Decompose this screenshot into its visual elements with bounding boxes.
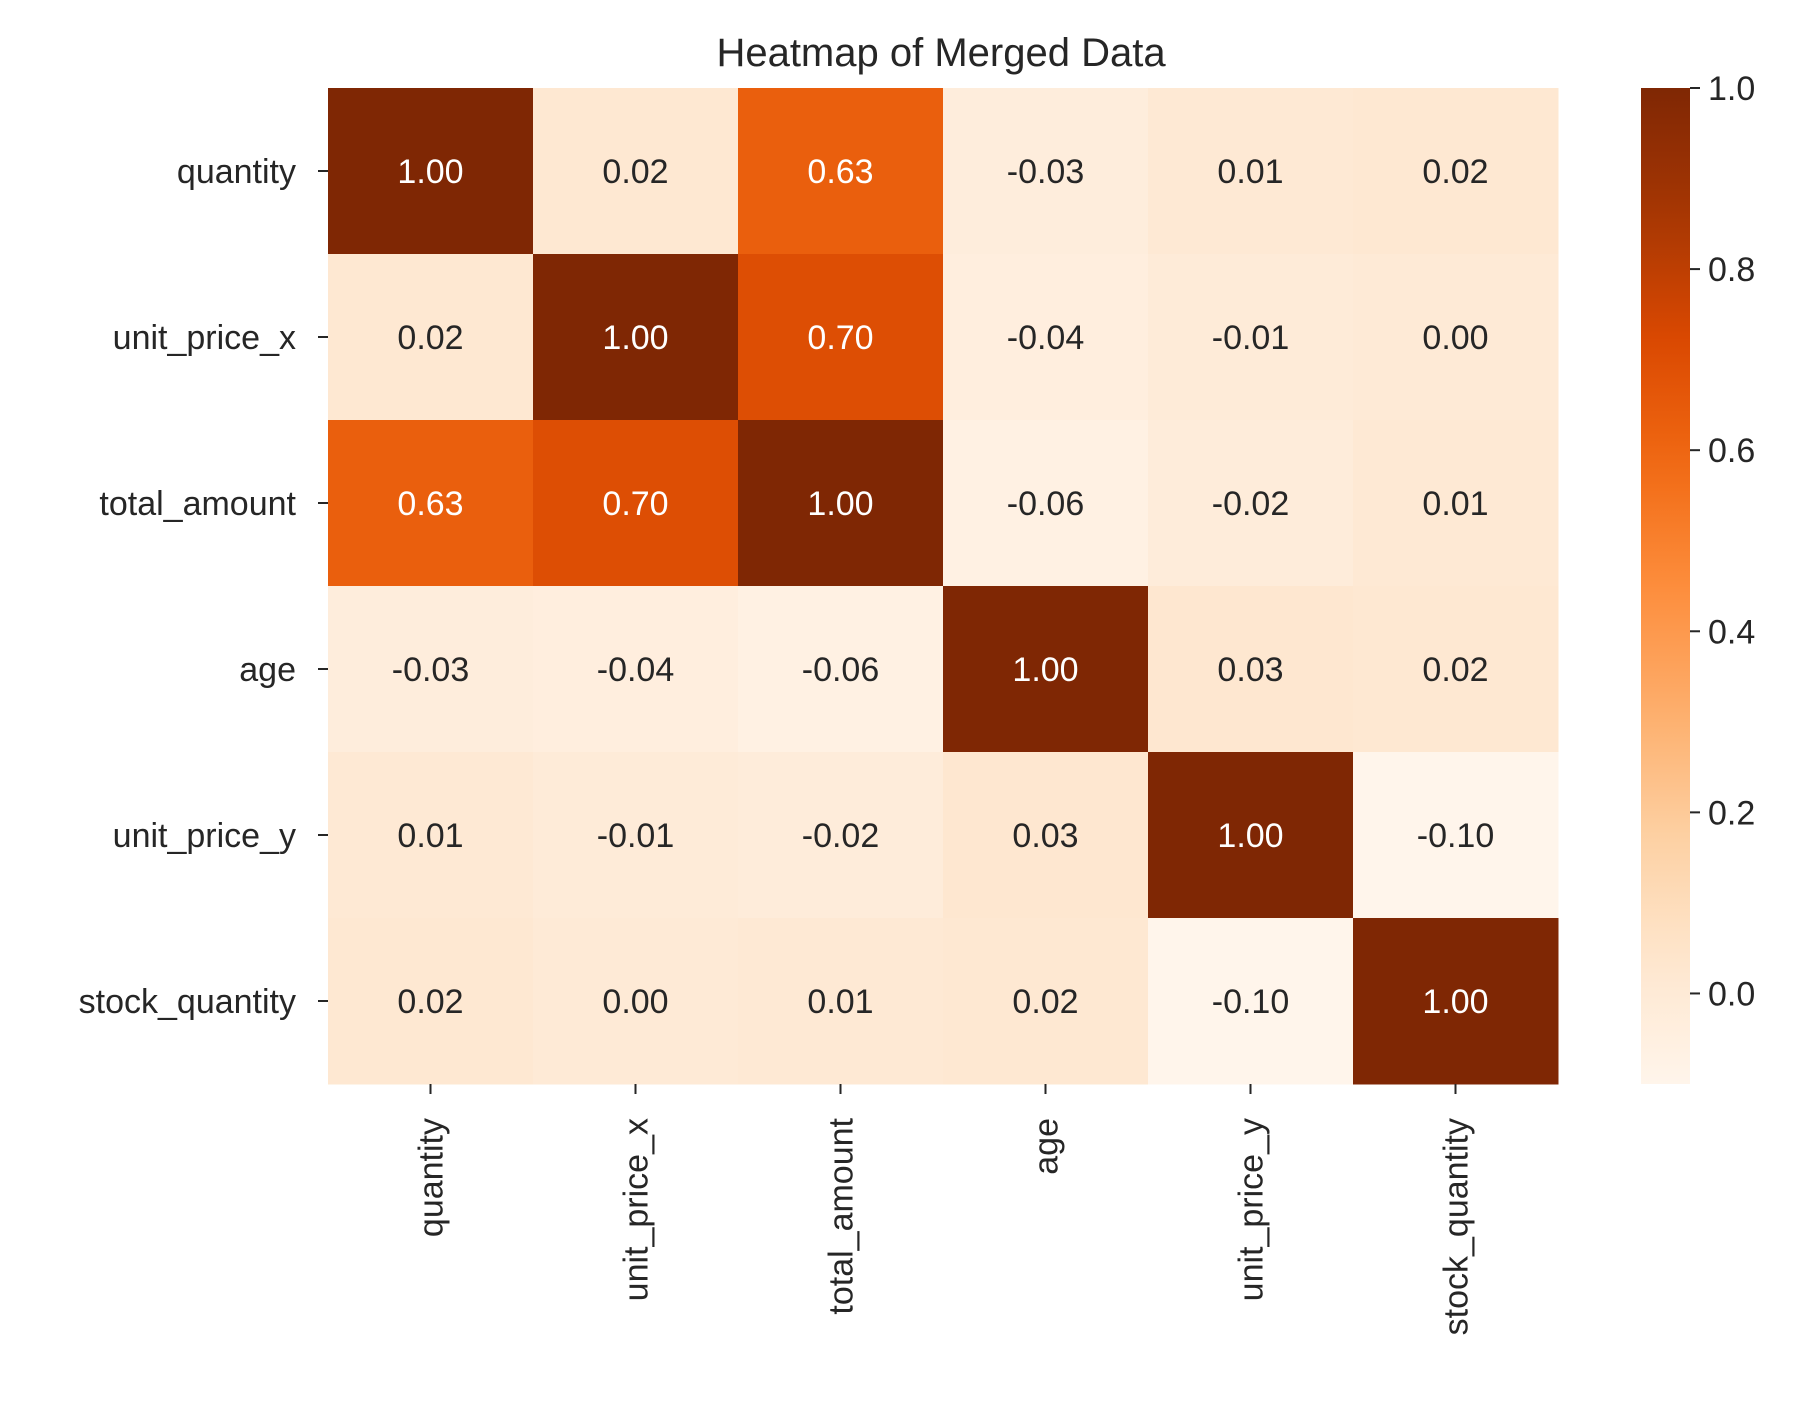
colorbar: 0.0 0.2 0.4 0.6 0.8 1.0 [1641, 70, 1755, 1084]
row-tick-label: quantity [177, 153, 296, 191]
cell-value-label: 1.00 [602, 319, 668, 357]
heatmap-cell [738, 88, 944, 255]
cell-value-label: 1.00 [1217, 817, 1283, 855]
heatmap-cell [328, 254, 534, 421]
row-tick-label: stock_quantity [79, 983, 296, 1021]
heatmap-cell [1148, 918, 1354, 1085]
cell-value-label: -0.10 [1417, 817, 1495, 855]
heatmap-cell [533, 88, 739, 255]
column-tick-label: unit_price_y [1233, 1118, 1271, 1301]
cell-value-label: 0.01 [1217, 153, 1283, 191]
cell-value-label: 0.00 [1422, 319, 1488, 357]
heatmap-cell [533, 752, 739, 919]
heatmap-cell [328, 586, 534, 753]
heatmap-cell [943, 752, 1149, 919]
colorbar-tick-label: 0.0 [1708, 975, 1755, 1013]
cell-value-label: -0.02 [1212, 485, 1290, 523]
cell-value-label: 0.00 [602, 983, 668, 1021]
cell-value-label: -0.02 [802, 817, 880, 855]
cell-value-label: 0.02 [602, 153, 668, 191]
cell-value-label: 0.01 [397, 817, 463, 855]
column-tick-label: stock_quantity [1438, 1118, 1476, 1335]
colorbar-gradient [1641, 88, 1690, 1084]
heatmap-cell [328, 88, 534, 255]
heatmap-cell [738, 254, 944, 421]
column-tick-label: total_amount [823, 1117, 861, 1314]
heatmap-cell [1353, 88, 1559, 255]
column-labels: quantity unit_price_x total_amount age unit_… [413, 1084, 1476, 1335]
cell-value-label: -0.10 [1212, 983, 1290, 1021]
column-tick-label: quantity [413, 1118, 451, 1237]
row-tick-label: total_amount [99, 485, 296, 523]
heatmap-cell-labels: 1.00 0.02 0.63 -0.03 0.01 0.02 0.02 1.00 0.70 -0.… [392, 153, 1495, 1021]
cell-value-label: 0.63 [807, 153, 873, 191]
cell-value-label: -0.01 [1212, 319, 1290, 357]
heatmap-cell [943, 586, 1149, 753]
colorbar-tick-label: 0.6 [1708, 432, 1755, 470]
cell-value-label: 1.00 [1422, 983, 1488, 1021]
heatmap-cell [943, 918, 1149, 1085]
cell-value-label: -0.01 [597, 817, 675, 855]
colorbar-tick-label: 0.4 [1708, 613, 1755, 651]
heatmap-cell [1148, 88, 1354, 255]
heatmap-cell [533, 586, 739, 753]
colorbar-tick-label: 0.2 [1708, 794, 1755, 832]
heatmap-cell [1148, 586, 1354, 753]
row-tick-label: unit_price_y [113, 817, 296, 855]
heatmap-cell [1353, 586, 1559, 753]
cell-value-label: 0.03 [1012, 817, 1078, 855]
cell-value-label: 0.70 [602, 485, 668, 523]
cell-value-label: 0.02 [397, 983, 463, 1021]
cell-value-label: -0.04 [1007, 319, 1085, 357]
heatmap-cell [738, 420, 944, 587]
cell-value-label: 0.02 [1422, 651, 1488, 689]
heatmap-cell [1353, 752, 1559, 919]
heatmap-cell [738, 752, 944, 919]
column-tick-label: age [1028, 1118, 1066, 1175]
heatmap-cell [943, 88, 1149, 255]
heatmap-cell [1353, 918, 1559, 1085]
cell-value-label: 0.03 [1217, 651, 1283, 689]
row-tick-label: unit_price_x [113, 319, 296, 357]
cell-value-label: 0.01 [807, 983, 873, 1021]
heatmap-cells [328, 88, 1559, 1085]
heatmap-cell [738, 586, 944, 753]
column-tick-label: unit_price_x [618, 1118, 656, 1301]
cell-value-label: 0.63 [397, 485, 463, 523]
cell-value-label: 0.02 [397, 319, 463, 357]
heatmap-cell [328, 420, 534, 587]
cell-value-label: -0.04 [597, 651, 675, 689]
heatmap-cell [1148, 254, 1354, 421]
colorbar-tick-label: 1.0 [1708, 70, 1755, 108]
chart-title: Heatmap of Merged Data [716, 31, 1166, 75]
heatmap-cell [328, 918, 534, 1085]
heatmap-cell [1353, 254, 1559, 421]
heatmap-cell [738, 918, 944, 1085]
row-tick-label: age [239, 651, 296, 689]
cell-value-label: 0.70 [807, 319, 873, 357]
cell-value-label: -0.06 [802, 651, 880, 689]
cell-value-label: -0.06 [1007, 485, 1085, 523]
cell-value-label: 0.02 [1422, 153, 1488, 191]
heatmap-cell [328, 752, 534, 919]
heatmap-cell [533, 918, 739, 1085]
heatmap-cell [533, 254, 739, 421]
cell-value-label: 1.00 [397, 153, 463, 191]
heatmap-cell [943, 420, 1149, 587]
colorbar-tick-label: 0.8 [1708, 251, 1755, 289]
cell-value-label: 0.01 [1422, 485, 1488, 523]
cell-value-label: -0.03 [392, 651, 470, 689]
heatmap-cell [533, 420, 739, 587]
cell-value-label: 1.00 [807, 485, 873, 523]
cell-value-label: -0.03 [1007, 153, 1085, 191]
heatmap-cell [1148, 752, 1354, 919]
cell-value-label: 1.00 [1012, 651, 1078, 689]
heatmap-cell [1148, 420, 1354, 587]
heatmap-cell [1353, 420, 1559, 587]
cell-value-label: 0.02 [1012, 983, 1078, 1021]
heatmap-cell [943, 254, 1149, 421]
